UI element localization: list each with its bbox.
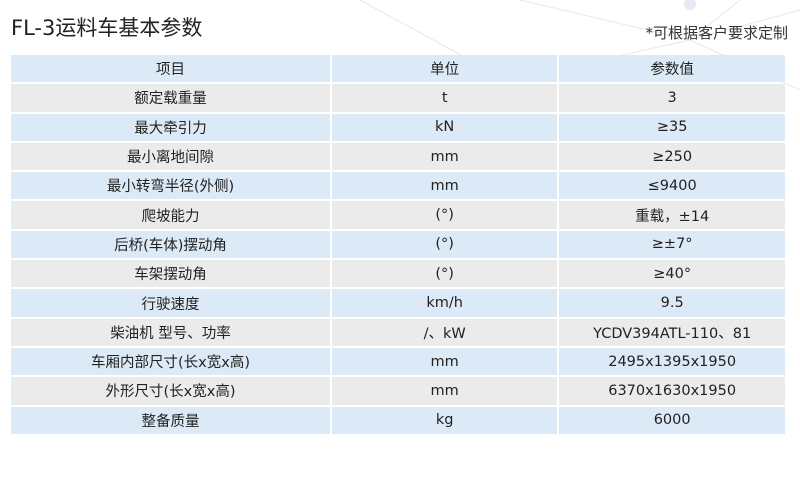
table-row: 车厢内部尺寸(长x宽x高) mm 2495x1395x1950 [11, 347, 785, 376]
cell-unit: (°) [331, 201, 558, 229]
cell-unit: mm [331, 377, 558, 405]
table-row: 后桥(车体)摆动角 (°) ≥±7° [11, 230, 785, 259]
cell-unit: /、kW [331, 318, 558, 346]
cell-value: YCDV394ATL-110、81 [559, 318, 785, 346]
cell-item: 行驶速度 [11, 289, 330, 317]
header-unit: 单位 [331, 55, 558, 83]
cell-value: ≥250 [559, 142, 785, 171]
table-row: 外形尺寸(长x宽x高) mm 6370x1630x1950 [11, 377, 785, 405]
cell-unit: t [331, 84, 558, 112]
cell-value: ≥35 [559, 113, 785, 141]
table-row: 爬坡能力 (°) 重载，±14 [11, 201, 785, 229]
cell-value: ≥40° [559, 260, 785, 288]
cell-unit: (°) [331, 260, 558, 288]
table-row: 行驶速度 km/h 9.5 [11, 289, 785, 317]
cell-value: 3 [559, 84, 785, 112]
cell-item: 最大牵引力 [11, 113, 330, 141]
cell-unit: mm [331, 347, 558, 376]
cell-unit: (°) [331, 230, 558, 259]
table-header-row: 项目 单位 参数值 [11, 55, 785, 83]
cell-value: 9.5 [559, 289, 785, 317]
header-value: 参数值 [559, 55, 785, 83]
cell-item: 整备质量 [11, 406, 330, 434]
cell-item: 车厢内部尺寸(长x宽x高) [11, 347, 330, 376]
cell-value: 2495x1395x1950 [559, 347, 785, 376]
cell-item: 柴油机 型号、功率 [11, 318, 330, 346]
table-row: 最大牵引力 kN ≥35 [11, 113, 785, 141]
parameters-table: 项目 单位 参数值 额定载重量 t 3 最大牵引力 kN ≥35 最小离地间隙 mm ≥250 最… [9, 53, 787, 436]
cell-value: 重载，±14 [559, 201, 785, 229]
cell-item: 爬坡能力 [11, 201, 330, 229]
cell-item: 外形尺寸(长x宽x高) [11, 377, 330, 405]
cell-unit: kg [331, 406, 558, 434]
table-row: 最小转弯半径(外侧) mm ≤9400 [11, 172, 785, 200]
cell-value: ≤9400 [559, 172, 785, 200]
table-row: 柴油机 型号、功率/、kW YCDV394ATL-110、81 [11, 318, 785, 346]
cell-unit: kN [331, 113, 558, 141]
cell-item: 后桥(车体)摆动角 [11, 230, 330, 259]
cell-item: 最小转弯半径(外侧) [11, 172, 330, 200]
table-row: 整备质量 kg 6000 [11, 406, 785, 434]
customization-note: *可根据客户要求定制 [645, 24, 788, 42]
cell-value: 6000 [559, 406, 785, 434]
page-title: FL-3运料车基本参数 [11, 16, 203, 40]
cell-value: ≥±7° [559, 230, 785, 259]
cell-unit: mm [331, 142, 558, 171]
cell-value: 6370x1630x1950 [559, 377, 785, 405]
table-row: 最小离地间隙 mm ≥250 [11, 142, 785, 171]
cell-unit: km/h [331, 289, 558, 317]
cell-item: 车架摆动角 [11, 260, 330, 288]
cell-item: 额定载重量 [11, 84, 330, 112]
table-row: 车架摆动角 (°) ≥40° [11, 260, 785, 288]
header-item: 项目 [11, 55, 330, 83]
cell-unit: mm [331, 172, 558, 200]
cell-item: 最小离地间隙 [11, 142, 330, 171]
table-row: 额定载重量 t 3 [11, 84, 785, 112]
